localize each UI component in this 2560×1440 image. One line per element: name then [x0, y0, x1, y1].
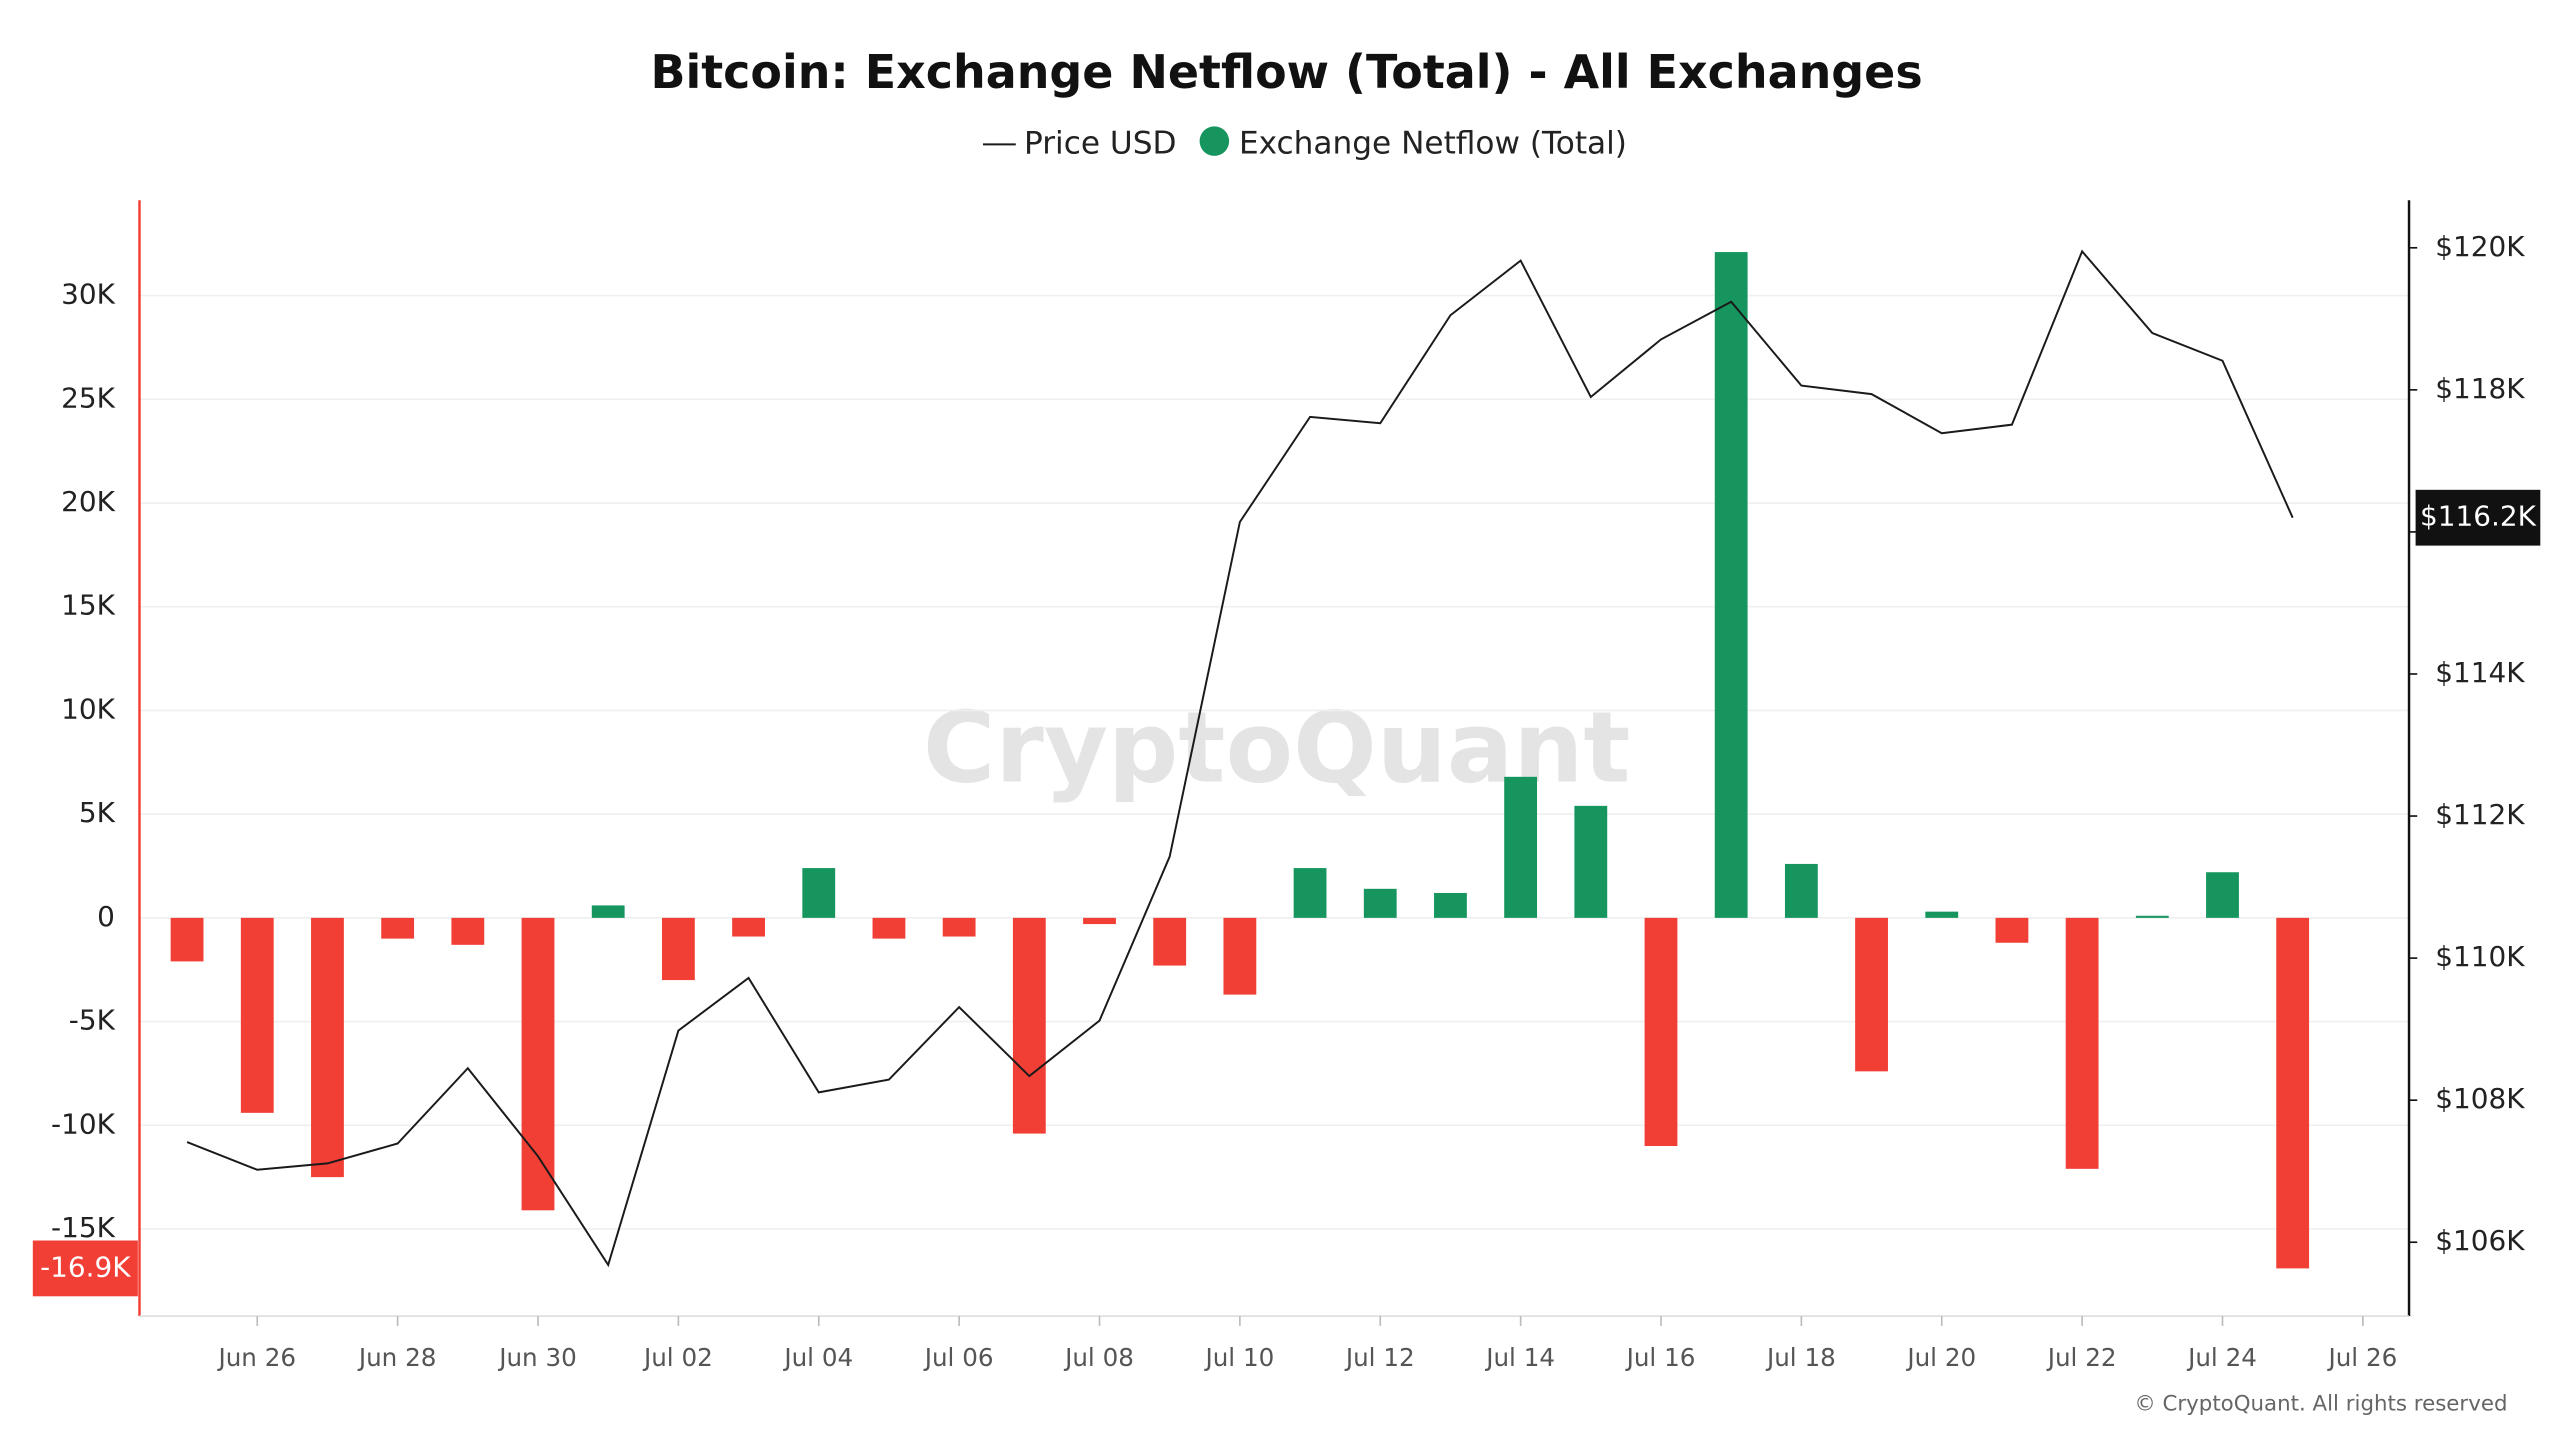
- y-tick-label: 15K: [61, 589, 115, 622]
- x-tick-label: Jun 26: [216, 1343, 296, 1372]
- last-value-box: [32, 1240, 138, 1297]
- bar: [1855, 917, 1888, 1072]
- bar: [802, 868, 836, 918]
- bar: [1925, 911, 1959, 918]
- last-price-label: $116.2K: [2420, 500, 2537, 533]
- bar: [381, 917, 415, 939]
- bar: [1714, 252, 1748, 918]
- bar: [1784, 863, 1818, 918]
- x-tick-label: Jul 22: [2046, 1343, 2117, 1372]
- bar: [1083, 917, 1116, 925]
- x-tick-label: Jun 30: [497, 1343, 577, 1372]
- x-tick-label: Jul 10: [1203, 1343, 1274, 1372]
- bar: [942, 917, 976, 937]
- y-tick-label: -10K: [51, 1107, 116, 1140]
- x-tick-label: Jul 04: [782, 1343, 853, 1372]
- bar: [311, 917, 344, 1178]
- bar: [1363, 888, 1397, 918]
- y-tick-label: 25K: [61, 381, 115, 414]
- bar: [1574, 805, 1608, 918]
- y2-tick-label: $120K: [2435, 230, 2525, 263]
- x-tick-label: Jul 06: [923, 1343, 994, 1372]
- bar: [451, 917, 485, 945]
- y-tick-label: 0: [97, 900, 115, 933]
- x-tick-label: Jul 16: [1625, 1343, 1696, 1372]
- bar: [2135, 915, 2169, 918]
- price-line: [186, 249, 2294, 1268]
- legend-dot: [1199, 126, 1230, 156]
- x-tick-label: Jul 26: [2326, 1343, 2397, 1372]
- x-tick-label: Jul 18: [1765, 1343, 1836, 1372]
- y2-tick-label: $112K: [2435, 798, 2525, 831]
- x-tick-label: Jun 28: [357, 1343, 437, 1372]
- legend-label: Exchange Netflow (Total): [1239, 125, 1627, 161]
- bar: [170, 917, 204, 962]
- bar: [872, 917, 906, 939]
- bar: [1995, 917, 2029, 943]
- bar: [1293, 868, 1327, 918]
- last-value-label: -16.9K: [40, 1250, 131, 1283]
- y-tick-label: 30K: [61, 278, 115, 311]
- y2-tick-label: $106K: [2435, 1224, 2525, 1257]
- bar: [1434, 892, 1467, 918]
- bar: [1153, 917, 1187, 966]
- y-tick-label: -5K: [69, 1004, 116, 1037]
- bar: [521, 917, 555, 1211]
- x-tick-label: Jul 02: [642, 1343, 713, 1372]
- x-tick-label: Jul 12: [1344, 1343, 1415, 1372]
- x-tick-label: Jul 24: [2186, 1343, 2257, 1372]
- y-tick-label: -15K: [51, 1211, 116, 1244]
- bar: [2276, 917, 2310, 1269]
- bar: [2065, 917, 2099, 1169]
- x-tick-label: Jul 14: [1484, 1343, 1555, 1372]
- y-tick-label: 5K: [79, 796, 116, 829]
- bar: [591, 905, 625, 918]
- bar: [2206, 872, 2239, 918]
- bar: [240, 917, 274, 1113]
- credit: © CryptoQuant. All rights reserved: [2134, 1392, 2507, 1417]
- chart-title: Bitcoin: Exchange Netflow (Total) - All …: [650, 45, 1922, 99]
- bar: [1012, 917, 1046, 1134]
- legend-label: Price USD: [1024, 125, 1176, 161]
- y2-tick-label: $110K: [2435, 940, 2525, 973]
- x-tick-label: Jul 08: [1063, 1343, 1134, 1372]
- y2-tick-label: $118K: [2435, 372, 2525, 405]
- last-price-box: [2415, 489, 2541, 546]
- x-tick-label: Jul 20: [1905, 1343, 1976, 1372]
- y2-tick-label: $108K: [2435, 1082, 2525, 1115]
- bar: [1504, 776, 1538, 918]
- bar: [1223, 917, 1257, 995]
- y-tick-label: 20K: [61, 485, 115, 518]
- bar: [732, 917, 765, 937]
- y2-tick-label: $114K: [2435, 656, 2525, 689]
- bar: [1644, 917, 1678, 1147]
- bar: [661, 917, 695, 981]
- y-tick-label: 10K: [61, 692, 115, 725]
